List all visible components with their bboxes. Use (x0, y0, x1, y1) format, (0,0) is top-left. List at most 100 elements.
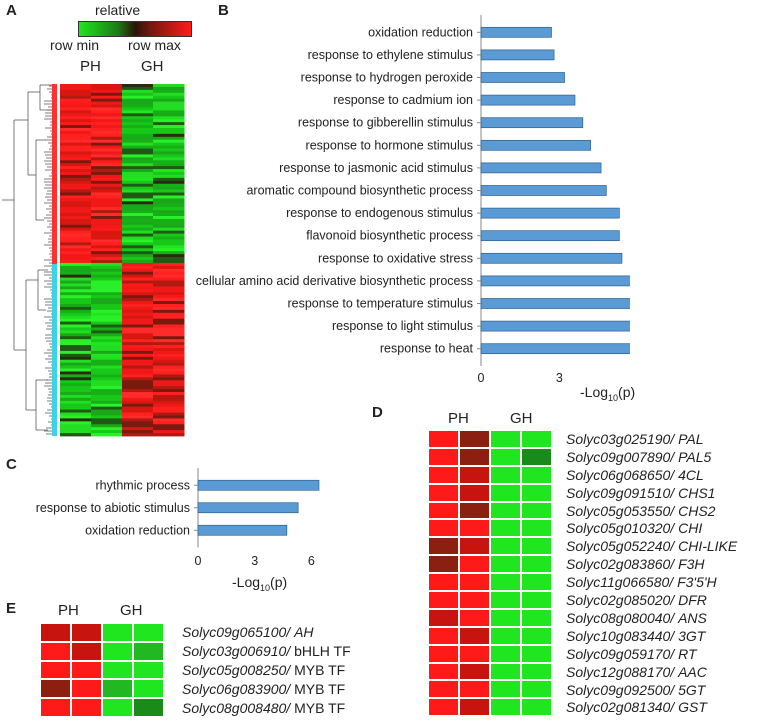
heatmap-a-cell (91, 330, 123, 334)
heatmap-a-cell (60, 271, 92, 276)
heatmap-a-cell (60, 412, 92, 416)
heatmap-a-cell (153, 142, 185, 146)
heatmap-a-cell (122, 418, 154, 422)
heatmap-a-cell (122, 86, 154, 91)
heatmap-a-cell (153, 289, 185, 293)
heatmap-a-cell (153, 262, 185, 267)
heatmap-cell (521, 698, 552, 717)
heatmap-a-cell (91, 195, 123, 199)
heatmap-a-cell (60, 386, 92, 390)
heatmap-a-cell (153, 394, 185, 399)
heatmap-a-cell (91, 122, 123, 126)
heatmap-a-cell (153, 195, 185, 199)
heatmap-cell (521, 662, 552, 681)
heatmap-a-cell (91, 353, 123, 358)
heatmap-cell (133, 623, 164, 642)
heatmap-a (2, 84, 185, 437)
heatmap-a-cell (91, 139, 123, 144)
heatmap-a-cell (122, 245, 154, 249)
heatmap-a-cell (122, 265, 154, 270)
heatmap-a-cell (153, 368, 185, 372)
heatmap-a-cell (122, 221, 154, 226)
heatmap-a-cell (153, 251, 185, 255)
heatmap-a-cell (91, 371, 123, 375)
heatmap-a-cell (122, 350, 154, 355)
heatmap-a-cell (122, 98, 154, 102)
heatmap-a-cell (153, 125, 185, 129)
heatmap-a-cell (60, 333, 92, 337)
heatmap-a-cell (153, 324, 185, 328)
heatmap-a-cell (60, 424, 92, 428)
heatmap-cell (71, 698, 102, 717)
heatmap-a-cell (60, 84, 92, 88)
heatmap-a-cell (153, 265, 185, 270)
heatmap-a-cell (91, 236, 123, 240)
heatmap-a-cell (122, 289, 154, 293)
category-label: response to light stimulus (332, 319, 473, 333)
heatmap-a-cell (153, 353, 185, 358)
heatmap-a-cell (153, 192, 185, 196)
heatmap-a-cell (60, 136, 92, 141)
heatmap-a-cell (153, 421, 185, 425)
heatmap-a-cell (153, 336, 185, 340)
heatmap-a-cell (60, 224, 92, 229)
gene-id: Solyc06g068650/ (566, 466, 675, 483)
heatmap-a-cell (122, 430, 154, 434)
heatmap-a-cell (60, 260, 92, 264)
gene-id: Solyc05g053550/ (566, 502, 675, 519)
heatmap-a-cell (153, 277, 185, 281)
heatmap-a-cell (60, 309, 92, 314)
heatmap-a-cell (91, 380, 123, 384)
heatmap-a-cell (60, 327, 92, 331)
heatmap-cell (428, 680, 459, 699)
heatmap-a-cell (60, 306, 92, 311)
heatmap-a-cell (60, 392, 92, 396)
legend-title: relative (95, 2, 141, 18)
heatmap-a-cell (60, 101, 92, 105)
gene-label: Solyc09g059170/ RT (566, 646, 697, 662)
bar (480, 162, 602, 174)
gene-label: Solyc02g081340/ GST (566, 699, 707, 715)
heatmap-a-cell (60, 154, 92, 158)
heatmap-a-cell (60, 433, 92, 437)
heatmap-a-cell (122, 286, 154, 290)
heatmap-cell (521, 555, 552, 574)
heatmap-a-cell (60, 201, 92, 205)
heatmap-a-cell (122, 89, 154, 94)
heatmap-a-cell (91, 356, 123, 361)
heatmap-a-cell (153, 348, 185, 352)
heatmap-cell (102, 641, 133, 661)
heatmap-a-cell (153, 128, 185, 132)
bar (480, 26, 552, 38)
heatmap-a-cell (91, 92, 123, 97)
heatmap-a-cell (153, 248, 185, 252)
heatmap-a-cell (60, 157, 92, 161)
heatmap-a-cell (91, 327, 123, 331)
heatmap-d-col-ph: PH (448, 410, 469, 427)
heatmap-a-cell (60, 207, 92, 211)
heatmap-a-cell (91, 345, 123, 349)
gene-label: Solyc09g092500/ 5GT (566, 682, 705, 698)
heatmap-a-cell (60, 292, 92, 296)
heatmap-a-cell (122, 195, 154, 199)
heatmap-row (40, 660, 164, 680)
heatmap-cell (40, 698, 71, 717)
heatmap-cell (521, 573, 552, 592)
heatmap-a-cell (153, 201, 185, 205)
gene-name: F3'5'H (677, 574, 717, 591)
heatmap-a-cell (91, 86, 123, 91)
heatmap-a-cell (122, 389, 154, 393)
heatmap-a-cell (91, 101, 123, 105)
heatmap-a-cell (60, 145, 92, 149)
heatmap-a-cell (122, 433, 154, 437)
heatmap-a-cell (91, 130, 123, 135)
heatmap-a-cell (60, 283, 92, 287)
heatmap-a-cell (91, 216, 123, 220)
heatmap-a-cell (153, 386, 185, 390)
heatmap-a-cell (60, 133, 92, 138)
heatmap-a-cell (122, 415, 154, 419)
heatmap-a-cell (122, 216, 154, 220)
heatmap-a-cell (153, 198, 185, 202)
heatmap-a-cell (60, 356, 92, 361)
heatmap-cell (428, 644, 459, 663)
